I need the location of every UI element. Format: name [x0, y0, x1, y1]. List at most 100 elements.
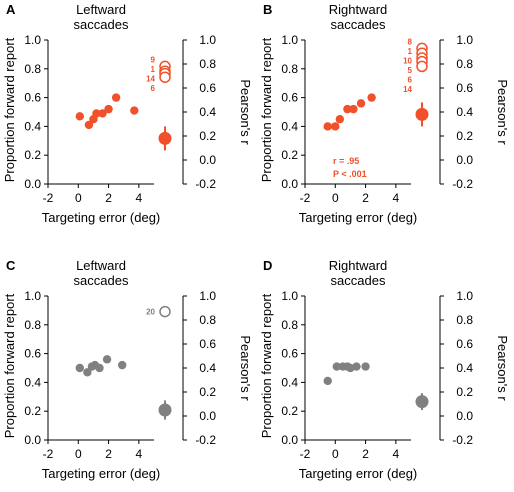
data-point	[84, 120, 94, 130]
x-tick-label: 4	[393, 447, 400, 461]
y-tick-label-left: 0.6	[281, 347, 298, 361]
x-tick-label: 2	[105, 447, 112, 461]
y-tick-label-right: 0.8	[456, 57, 473, 71]
y-tick-label-right: 1.0	[456, 289, 473, 303]
x-tick-label: 4	[393, 191, 400, 205]
data-point	[332, 362, 341, 371]
subject-r-point	[159, 305, 171, 318]
y-tick-label-right: 0.4	[199, 361, 216, 375]
chart-title-line: Leftward	[76, 258, 126, 273]
y-tick-label-right: 0.6	[456, 337, 473, 351]
y-tick-label-left: 0.2	[281, 148, 298, 162]
y-tick-label-left: 1.0	[281, 289, 298, 303]
y-tick-label-right: 0.0	[199, 153, 216, 167]
x-tick-label: -2	[43, 447, 54, 461]
data-point	[331, 122, 340, 131]
y-tick-label-left: 0.4	[281, 375, 298, 389]
x-axis-label: Targeting error (deg)	[42, 210, 161, 225]
chart-title-line: saccades	[331, 273, 386, 288]
y-axis-label-right: Pearson's r	[238, 335, 253, 401]
data-point	[367, 93, 376, 102]
y-tick-label-left: 0.0	[24, 177, 41, 191]
data-point	[118, 360, 127, 370]
chart-title-line: saccades	[331, 17, 386, 32]
y-tick-label-right: 0.2	[456, 385, 473, 399]
y-tick-label-left: 0.4	[24, 375, 41, 389]
x-axis-label: Targeting error (deg)	[299, 466, 418, 481]
panel-letter: B	[263, 2, 272, 17]
data-point	[343, 104, 352, 114]
x-tick-label: 4	[136, 447, 143, 461]
subject-label: 1	[151, 65, 156, 74]
data-point	[361, 362, 370, 371]
y-tick-label-left: 0.4	[281, 119, 298, 133]
x-tick-label: 2	[362, 447, 369, 461]
x-axis-label: Targeting error (deg)	[42, 466, 161, 481]
y-tick-label-right: 1.0	[199, 289, 216, 303]
y-tick-label-right: -0.2	[195, 433, 216, 447]
x-axis-label: Targeting error (deg)	[299, 210, 418, 225]
mean-r-point	[415, 395, 429, 409]
subject-label: 6	[408, 75, 413, 84]
stats-text: P < .001	[333, 169, 367, 179]
x-tick-label: 0	[332, 447, 339, 461]
y-tick-label-right: 1.0	[199, 33, 216, 47]
y-tick-label-right: -0.2	[452, 433, 473, 447]
y-tick-label-right: 0.8	[456, 313, 473, 327]
y-tick-label-left: 1.0	[24, 289, 41, 303]
data-point	[95, 363, 104, 373]
x-tick-label: -2	[300, 447, 311, 461]
data-point	[92, 109, 101, 118]
data-point	[323, 376, 332, 386]
y-tick-label-right: 0.4	[456, 105, 473, 119]
subject-label: 9	[151, 55, 156, 64]
data-point	[75, 112, 85, 121]
data-point	[356, 99, 366, 108]
panel-letter: D	[263, 258, 272, 273]
y-tick-label-left: 0.8	[24, 62, 41, 76]
data-point	[130, 106, 139, 115]
x-tick-label: -2	[300, 191, 311, 205]
y-tick-label-left: 1.0	[281, 33, 298, 47]
subject-label: 14	[403, 85, 412, 94]
data-point	[104, 104, 113, 114]
data-point	[102, 355, 112, 364]
mean-r-point	[158, 403, 172, 417]
x-tick-label: 0	[75, 447, 82, 461]
data-point	[323, 122, 332, 131]
y-tick-label-right: 0.2	[199, 129, 216, 143]
y-axis-label-right: Pearson's r	[238, 79, 253, 145]
y-tick-label-left: 0.0	[281, 433, 298, 447]
subject-label: 5	[408, 66, 413, 75]
subject-r-point	[159, 71, 171, 83]
chart-title-line: Rightward	[329, 258, 388, 273]
y-tick-label-left: 1.0	[24, 33, 41, 47]
mean-r-point	[415, 107, 429, 121]
data-point	[83, 368, 92, 377]
data-point	[335, 115, 345, 124]
y-axis-label-right: Pearson's r	[495, 79, 510, 145]
y-tick-label-right: 1.0	[456, 33, 473, 47]
y-axis-label-left: Proportion forward report	[259, 37, 274, 182]
y-tick-label-right: 0.0	[199, 409, 216, 423]
y-tick-label-right: 0.4	[456, 361, 473, 375]
y-tick-label-left: 0.2	[24, 404, 41, 418]
subject-label: 20	[146, 308, 155, 317]
y-tick-label-left: 0.8	[281, 318, 298, 332]
x-tick-label: 2	[362, 191, 369, 205]
subject-label: 14	[146, 74, 155, 83]
data-point	[111, 93, 121, 102]
y-tick-label-right: 0.6	[199, 81, 216, 95]
y-tick-label-right: -0.2	[195, 177, 216, 191]
x-tick-label: 4	[136, 191, 143, 205]
y-tick-label-right: 0.6	[199, 337, 216, 351]
y-axis-label-left: Proportion forward report	[2, 293, 17, 438]
y-tick-label-right: 0.4	[199, 105, 216, 119]
y-tick-label-left: 0.0	[281, 177, 298, 191]
y-axis-label-right: Pearson's r	[495, 335, 510, 401]
x-tick-label: 2	[105, 191, 112, 205]
y-tick-label-left: 0.2	[24, 148, 41, 162]
y-tick-label-left: 0.6	[24, 91, 41, 105]
subject-label: 10	[403, 56, 412, 65]
